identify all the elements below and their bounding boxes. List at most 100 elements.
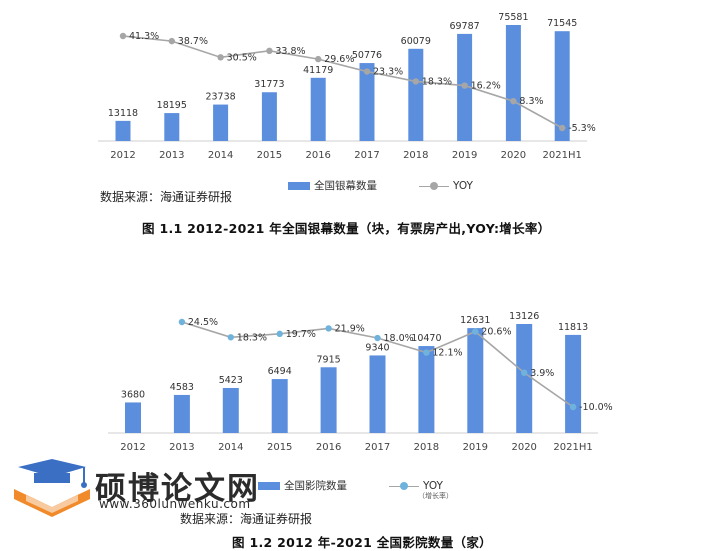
bar-value-label: 4583 bbox=[170, 382, 194, 393]
x-tick-label: 2019 bbox=[463, 442, 488, 453]
yoy-point bbox=[569, 403, 577, 411]
bar-2012 bbox=[115, 120, 131, 141]
yoy-value-label: 23.3% bbox=[373, 67, 403, 78]
yoy-point bbox=[423, 349, 430, 356]
x-tick-label: 2012 bbox=[120, 442, 145, 453]
yoy-point bbox=[119, 32, 127, 40]
bar-value-label: 7915 bbox=[317, 354, 341, 365]
bar-value-label: 18195 bbox=[157, 100, 187, 111]
yoy-point bbox=[521, 369, 528, 376]
bar-value-label: 6494 bbox=[268, 366, 292, 377]
yoy-line bbox=[122, 35, 563, 129]
bar-2016 bbox=[320, 367, 337, 433]
yoy-value-label: 29.6% bbox=[324, 54, 354, 65]
bar-value-label: 13126 bbox=[509, 311, 539, 322]
bar-value-label: 5423 bbox=[219, 375, 243, 386]
bar-value-label: 69787 bbox=[449, 21, 479, 32]
x-tick-label: 2013 bbox=[159, 150, 184, 161]
x-tick-label: 2019 bbox=[452, 150, 477, 161]
yoy-point bbox=[363, 68, 371, 75]
bar-value-label: 10470 bbox=[411, 333, 441, 344]
chart-screens: 13118 2012 18195 2013 23738 2014 31773 2015 4117… bbox=[98, 12, 596, 161]
legend-line-label: YOY bbox=[453, 179, 473, 192]
chart-cinemas: 3680 2012 4583 2013 5423 2014 6494 2015 7915 2016… bbox=[108, 311, 613, 453]
legend-line-swatch bbox=[419, 181, 449, 191]
bar-2012 bbox=[125, 402, 141, 433]
bar-2014 bbox=[213, 104, 229, 141]
x-tick-label: 2018 bbox=[414, 442, 439, 453]
caption-chart1: 图 1.1 2012-2021 年全国银幕数量（块，有票房产出,YOY:增长率） bbox=[142, 221, 551, 236]
x-tick-label: 2015 bbox=[267, 442, 292, 453]
yoy-value-label: 18.3% bbox=[237, 332, 267, 343]
yoy-value-label: 41.3% bbox=[129, 31, 159, 42]
legend-chart2: 全国影院数量 YOY bbox=[258, 478, 443, 493]
yoy-point bbox=[315, 55, 322, 63]
yoy-point bbox=[266, 47, 273, 55]
bar-2018 bbox=[408, 48, 424, 142]
yoy-value-label: 33.8% bbox=[275, 46, 305, 57]
legend-bar-label: 全国影院数量 bbox=[284, 480, 347, 492]
yoy-point bbox=[472, 328, 479, 335]
yoy-value-label: -10.0% bbox=[579, 402, 613, 413]
bar-2015 bbox=[261, 92, 277, 141]
x-tick-label: 2020 bbox=[501, 150, 526, 161]
legend-bar-swatch bbox=[288, 181, 310, 190]
legend-line-swatch bbox=[389, 481, 419, 491]
bar-2017 bbox=[359, 63, 375, 142]
x-tick-label: 2020 bbox=[511, 442, 536, 453]
x-tick-label: 2021H1 bbox=[553, 442, 592, 453]
yoy-point bbox=[168, 37, 175, 45]
yoy-point bbox=[178, 318, 186, 326]
bar-2016 bbox=[310, 77, 326, 141]
legend-bar-label: 全国银幕数量 bbox=[314, 180, 377, 192]
yoy-value-label: 20.6% bbox=[481, 327, 511, 338]
x-tick-label: 2017 bbox=[354, 150, 379, 161]
x-tick-label: 2018 bbox=[403, 150, 428, 161]
x-tick-label: 2016 bbox=[316, 442, 341, 453]
yoy-point bbox=[325, 325, 332, 332]
x-tick-label: 2012 bbox=[110, 150, 135, 161]
bar-value-label: 11813 bbox=[558, 322, 588, 333]
bar-2020 bbox=[505, 25, 521, 141]
bar-value-label: 13118 bbox=[108, 108, 138, 119]
yoy-value-label: 16.2% bbox=[471, 81, 501, 92]
legend-line-label: YOY bbox=[423, 479, 443, 492]
yoy-value-label: -5.3% bbox=[568, 123, 596, 134]
bar-value-label: 23738 bbox=[205, 92, 235, 103]
bar-2021H1 bbox=[565, 334, 582, 433]
watermark-site-name: 硕博论文网 bbox=[95, 471, 260, 507]
yoy-point bbox=[412, 78, 419, 85]
yoy-value-label: 8.3% bbox=[519, 96, 543, 107]
bar-2014 bbox=[222, 387, 239, 433]
bar-2021H1 bbox=[554, 31, 570, 142]
bar-2013 bbox=[173, 394, 190, 433]
watermark-url: www.360lunwenku.com bbox=[99, 497, 251, 511]
yoy-value-label: 18.0% bbox=[384, 333, 414, 344]
bar-2020 bbox=[516, 324, 533, 433]
bar-value-label: 9340 bbox=[365, 342, 389, 353]
x-tick-label: 2021H1 bbox=[543, 150, 582, 161]
source-chart1: 数据来源：海通证券研报 bbox=[100, 190, 233, 204]
yoy-point bbox=[276, 330, 283, 338]
x-tick-label: 2017 bbox=[365, 442, 390, 453]
yoy-value-label: 3.9% bbox=[530, 368, 554, 379]
x-tick-label: 2014 bbox=[218, 442, 243, 453]
bar-value-label: 3680 bbox=[121, 389, 145, 400]
bar-value-label: 12631 bbox=[460, 315, 490, 326]
yoy-value-label: 30.5% bbox=[227, 52, 257, 63]
bar-2018 bbox=[418, 346, 435, 433]
yoy-point bbox=[461, 82, 468, 89]
bar-value-label: 50776 bbox=[352, 50, 382, 61]
bar-value-label: 75581 bbox=[498, 12, 528, 23]
yoy-note: （增长率） bbox=[418, 492, 453, 500]
yoy-value-label: 12.1% bbox=[432, 348, 462, 359]
yoy-point bbox=[559, 124, 566, 132]
bar-2015 bbox=[271, 379, 288, 433]
bar-value-label: 31773 bbox=[254, 79, 284, 90]
yoy-value-label: 19.7% bbox=[286, 329, 316, 340]
yoy-value-label: 18.3% bbox=[422, 76, 452, 87]
legend-bar-swatch bbox=[258, 481, 280, 490]
bar-value-label: 60079 bbox=[401, 36, 431, 47]
x-tick-label: 2016 bbox=[305, 150, 330, 161]
